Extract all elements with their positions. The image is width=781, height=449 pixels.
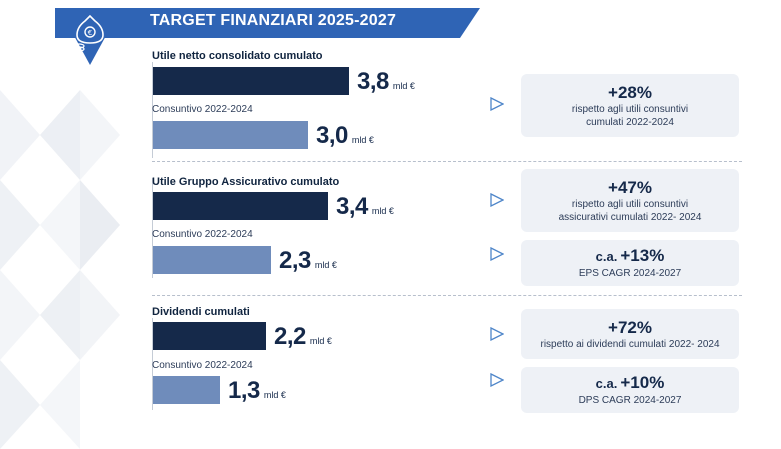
bar-dividendi-target [153,322,266,350]
callout-headline: +10% [620,373,665,392]
bar-value-utile-assicurativo-consuntivo: 2,3 mld € [279,247,337,275]
consuntivo-label: Consuntivo 2022-2024 [152,104,253,115]
callout-text: rispetto ai dividendi cumulati 2022- 202… [540,338,720,350]
callout-headline: +13% [620,246,665,265]
value-number: 1,3 [228,377,260,404]
bar-value-dividendi-target: 2,2 mld € [274,323,332,351]
play-arrow-icon [490,327,504,341]
bar-value-utile-netto-consuntivo: 3,0 mld € [316,122,374,150]
callout-headline: +28% [608,82,652,102]
section-title-dividendi: Dividendi cumulati [152,306,250,318]
callout-headline: +72% [608,317,652,337]
bar-value-utile-netto-target: 3,8 mld € [357,68,415,96]
callout-text: DPS CAGR 2024-2027 [578,395,682,406]
bar-value-utile-assicurativo-target: 3,4 mld € [336,193,394,221]
callout-prefix: c.a. [595,249,618,264]
bar-utile-netto-consuntivo [153,121,308,149]
value-unit: mld € [351,135,374,145]
bar-utile-assicurativo-consuntivo [153,246,271,274]
value-number: 3,8 [357,68,389,95]
consuntivo-label: Consuntivo 2022-2024 [152,229,253,240]
value-number: 3,4 [336,193,368,220]
value-unit: mld € [263,390,286,400]
section-separator [152,295,742,296]
consuntivo-label: Consuntivo 2022-2024 [152,360,253,371]
callout-headline-row: c.a. +10% [596,373,665,394]
callout-text: EPS CAGR 2024-2027 [578,268,682,279]
callout-dps-cagr: c.a. +10% DPS CAGR 2024-2027 [521,367,739,413]
value-number: 3,0 [316,122,348,149]
value-unit: mld € [392,81,415,91]
play-arrow-icon [490,97,504,111]
axis-line-3 [152,318,153,410]
play-arrow-icon [490,193,504,207]
callout-headline-row: c.a. +13% [596,246,665,267]
value-unit: mld € [314,260,337,270]
bar-utile-netto-target [153,67,349,95]
callout-text: rispetto agli utili consuntivi [571,198,689,210]
value-number: 2,3 [279,247,311,274]
section-title-utile-netto: Utile netto consolidato cumulato [152,50,323,62]
page-title: TARGET FINANZIARI 2025-2027 [150,12,397,29]
callout-dividendi-growth: +72% rispetto ai dividendi cumulati 2022… [521,309,739,359]
callout-prefix: c.a. [595,376,618,391]
axis-line-2 [152,178,153,278]
section-separator [152,161,742,162]
background-triangle-pattern [0,90,120,449]
bar-value-dividendi-consuntivo: 1,3 mld € [228,377,286,405]
axis-line-1 [152,62,153,158]
callout-eps-cagr: c.a. +13% EPS CAGR 2024-2027 [521,240,739,286]
value-unit: mld € [371,206,394,216]
bar-dividendi-consuntivo [153,376,220,404]
callout-headline: +47% [608,177,652,197]
money-bag-coins-icon: € [60,10,120,65]
svg-text:€: € [88,29,92,37]
callout-text: cumulati 2022-2024 [586,116,674,128]
value-number: 2,2 [274,323,306,350]
play-arrow-icon [490,373,504,387]
callout-text: rispetto agli utili consuntivi [571,103,689,115]
header-banner [55,8,480,38]
section-title-utile-gruppo-assicurativo: Utile Gruppo Assicurativo cumulato [152,176,340,188]
callout-text: assicurativi cumulati 2022- 2024 [558,211,702,223]
value-unit: mld € [309,336,332,346]
bar-utile-assicurativo-target [153,192,328,220]
callout-utile-netto-growth: +28% rispetto agli utili consuntivi cumu… [521,74,739,137]
play-arrow-icon [490,247,504,261]
callout-utile-assicurativo-growth: +47% rispetto agli utili consuntivi assi… [521,169,739,232]
